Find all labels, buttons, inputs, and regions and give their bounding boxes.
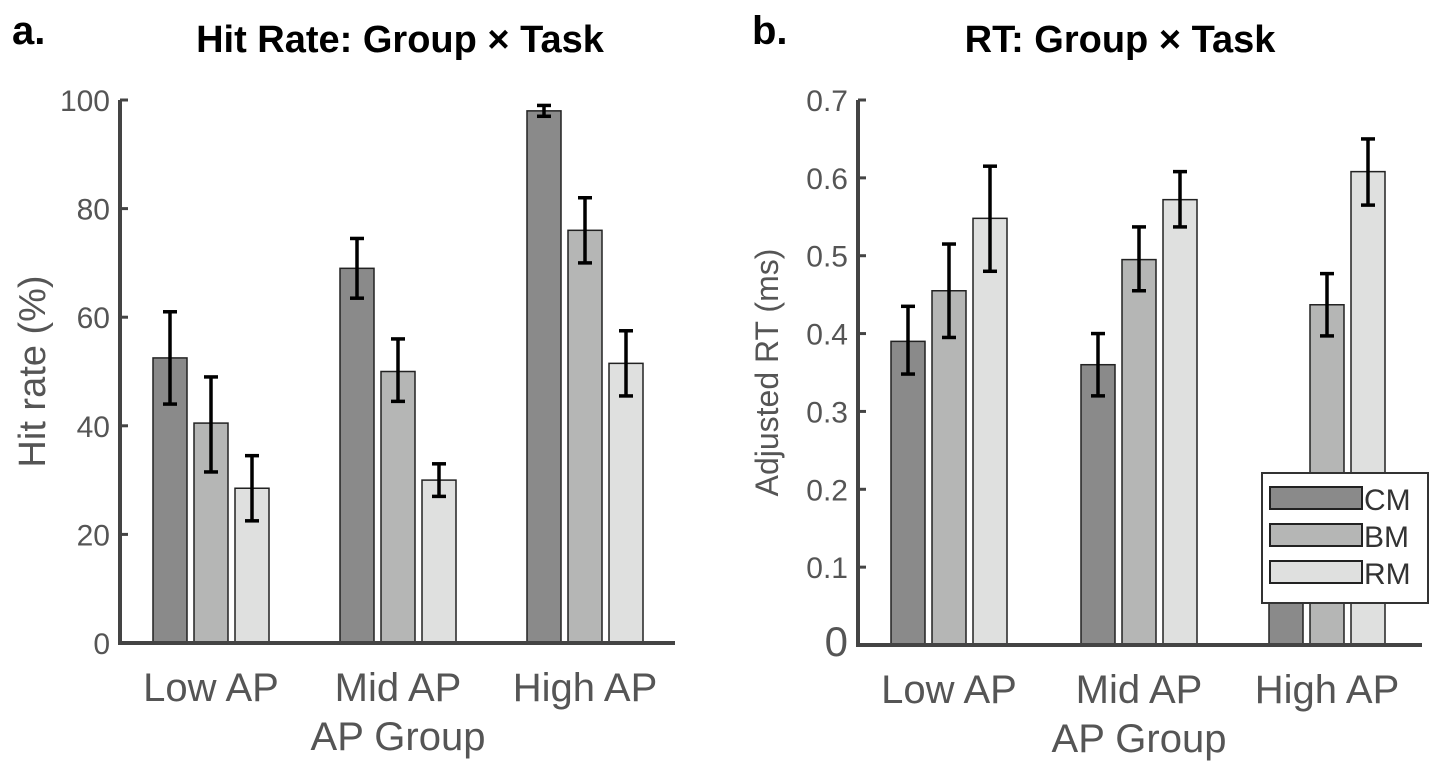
x-tick-label: Low AP — [881, 668, 1017, 712]
y-axis-label: Hit rate (%) — [12, 275, 54, 467]
legend-label-cm: CM — [1364, 484, 1411, 517]
x-tick-label: Low AP — [143, 666, 279, 710]
x-axis-label: AP Group — [1052, 717, 1227, 761]
legend-swatch-cm — [1269, 486, 1363, 510]
legend-swatch-rm — [1269, 560, 1363, 584]
bar-cm — [339, 267, 375, 644]
y-tick-label: 0.2 — [806, 474, 848, 507]
x-tick-label: High AP — [513, 666, 658, 710]
y-tick-label: 0 — [93, 628, 110, 661]
bar-rm — [421, 479, 457, 644]
y-tick-label: 40 — [77, 411, 110, 444]
chart-title: RT: Group × Task — [965, 19, 1277, 61]
bar-cm — [1080, 363, 1116, 646]
y-tick-label: 60 — [77, 302, 110, 335]
y-tick-label: 0.7 — [806, 85, 848, 118]
x-tick-label: Mid AP — [335, 666, 462, 710]
bar-rm — [1162, 198, 1198, 646]
chart-title: Hit Rate: Group × Task — [196, 19, 605, 61]
y-tick-label: 0.5 — [806, 241, 848, 274]
y-tick-label: 100 — [60, 85, 110, 118]
legend-swatch-bm — [1269, 523, 1363, 547]
legend-label-bm: BM — [1364, 521, 1409, 554]
bar-rm — [972, 217, 1008, 646]
bar-cm — [890, 340, 926, 646]
bar-bm — [567, 229, 603, 644]
legend: CM BM RM — [1261, 472, 1429, 604]
y-tick-label: 0.1 — [806, 552, 848, 585]
hit-rate-chart: Hit Rate: Group × Task Hit rate (%) 0 20 40 6… — [12, 19, 675, 759]
y-tick-label: 0.6 — [806, 163, 848, 196]
bar-bm — [380, 370, 416, 644]
legend-label-rm: RM — [1364, 558, 1411, 591]
bar-bm — [1121, 258, 1157, 646]
bar-bm — [931, 290, 967, 646]
panel-label-a: a. — [12, 9, 45, 53]
y-tick-label: 0 — [825, 618, 848, 665]
bar-rm — [608, 362, 644, 644]
y-tick-label: 20 — [77, 519, 110, 552]
panel-label-b: b. — [752, 9, 788, 53]
x-tick-label: Mid AP — [1076, 668, 1203, 712]
x-tick-label: High AP — [1255, 668, 1400, 712]
y-tick-label: 80 — [77, 194, 110, 227]
y-axis-label: Adjusted RT (ms) — [749, 249, 785, 497]
y-tick-label: 0.3 — [806, 396, 848, 429]
rt-chart: RT: Group × Task Adjusted RT (ms) 0 0.1 0.2 0… — [749, 19, 1429, 761]
bar-cm — [526, 110, 562, 644]
y-tick-label: 0.4 — [806, 319, 848, 352]
x-axis-label: AP Group — [311, 715, 486, 759]
